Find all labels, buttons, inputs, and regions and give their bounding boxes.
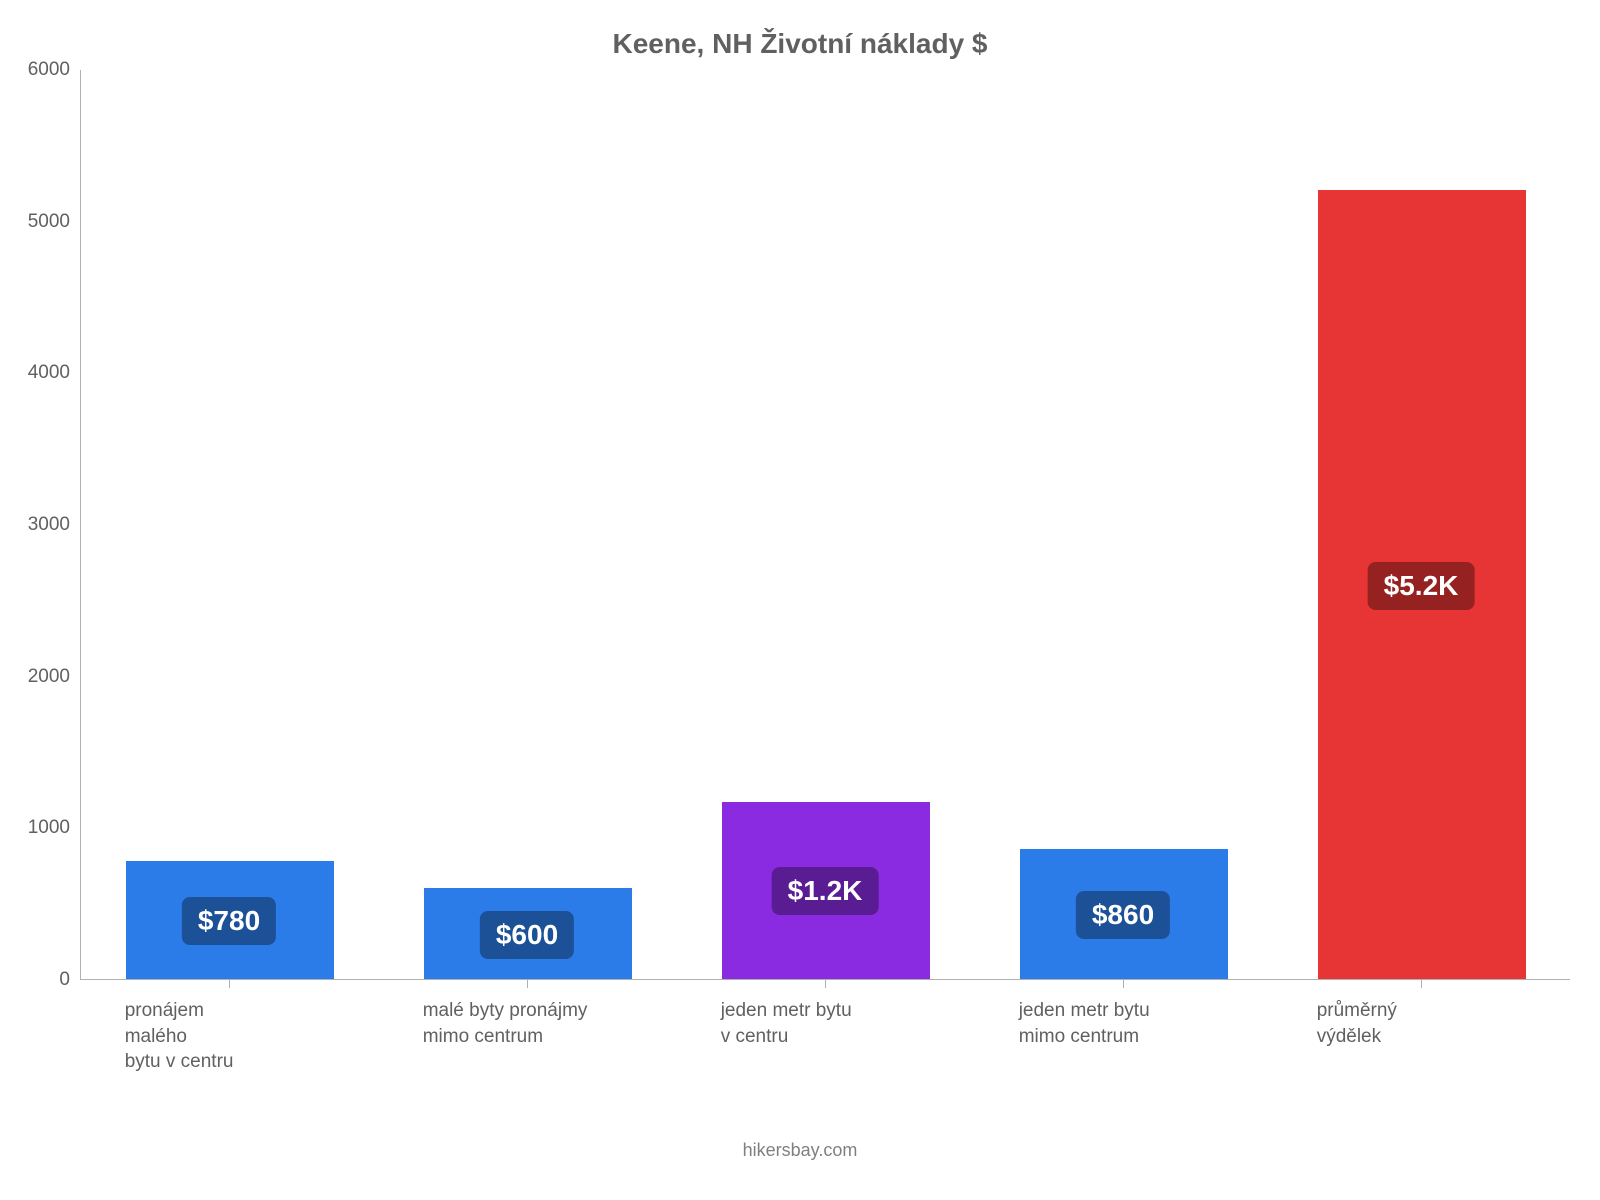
- x-tick-mark: [1421, 980, 1422, 988]
- y-tick-label: 5000: [10, 211, 70, 233]
- y-tick-label: 2000: [10, 666, 70, 688]
- y-tick-label: 4000: [10, 362, 70, 384]
- cost-of-living-chart: Keene, NH Životní náklady $ hikersbay.co…: [0, 0, 1600, 1200]
- x-tick-mark: [1123, 980, 1124, 988]
- chart-footer: hikersbay.com: [0, 1140, 1600, 1161]
- x-axis-label: pronájem malého bytu v centru: [125, 998, 374, 1075]
- chart-title: Keene, NH Životní náklady $: [0, 28, 1600, 60]
- y-tick-label: 6000: [10, 59, 70, 81]
- x-axis-label: jeden metr bytu mimo centrum: [1019, 998, 1268, 1049]
- x-axis-label: průměrný výdělek: [1317, 998, 1566, 1049]
- y-tick-label: 3000: [10, 514, 70, 536]
- plot-area: [80, 70, 1570, 980]
- x-tick-mark: [229, 980, 230, 988]
- value-badge: $5.2K: [1368, 562, 1475, 610]
- x-axis-label: jeden metr bytu v centru: [721, 998, 970, 1049]
- value-badge: $600: [480, 911, 574, 959]
- y-tick-label: 1000: [10, 817, 70, 839]
- y-tick-label: 0: [10, 969, 70, 991]
- x-tick-mark: [825, 980, 826, 988]
- x-tick-mark: [527, 980, 528, 988]
- value-badge: $1.2K: [772, 867, 879, 915]
- value-badge: $780: [182, 897, 276, 945]
- x-axis-label: malé byty pronájmy mimo centrum: [423, 998, 672, 1049]
- value-badge: $860: [1076, 891, 1170, 939]
